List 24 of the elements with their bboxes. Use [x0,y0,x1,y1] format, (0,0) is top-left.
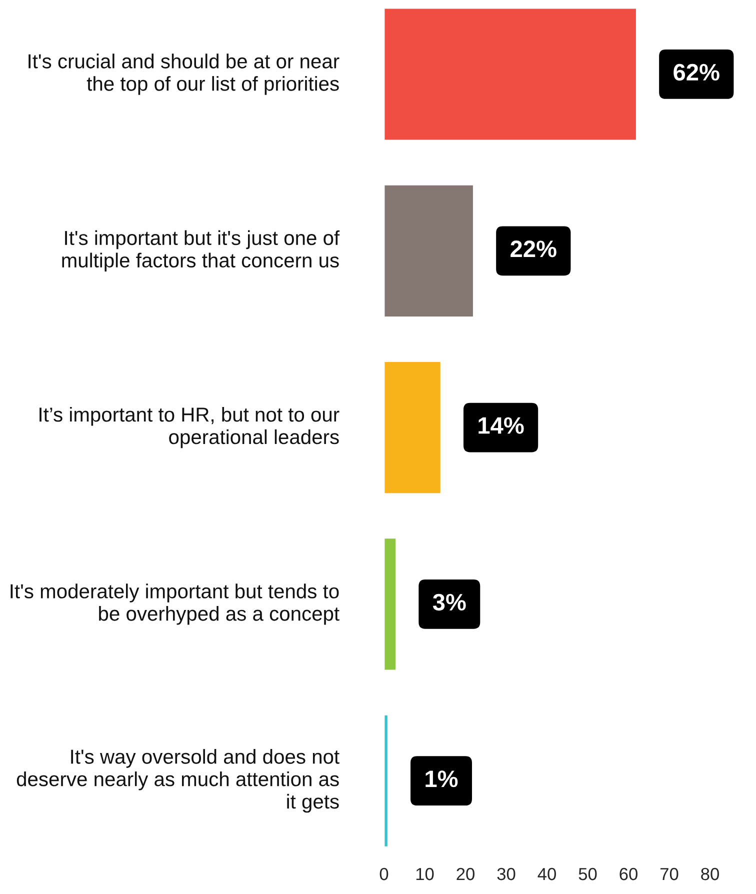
y-tick-label: It's important but it's just one of multiple factors that concern us [62,230,340,272]
x-tick-label: 40 [538,868,556,880]
data-label: 22% [510,240,556,258]
x-tick-label: 80 [701,868,719,880]
x-tick-label: 30 [497,868,516,880]
bar [384,184,474,318]
x-tick-label: 70 [660,868,678,880]
x-tick-label: 60 [620,868,638,880]
y-tick-label: It's moderately important but tends to be overhyped as a concept [10,584,340,625]
x-tick-label: 0 [380,868,388,880]
data-label: 3% [432,594,466,611]
y-tick-label: It’s important to HR, but not to our operational leaders [40,406,340,448]
x-tick-label: 10 [416,868,434,880]
y-tick-label: It's way oversold and does not deserve nearly as much attention as it gets [16,749,340,813]
x-tick-label: 50 [578,868,597,880]
y-tick-label: It's crucial and should be at or near the top of our list of priorities [28,54,340,95]
data-label: 14% [478,417,524,434]
bar [384,714,389,848]
bar [384,537,397,672]
data-label: 62% [674,64,720,81]
bar [384,360,442,494]
x-tick-label: 20 [456,868,474,880]
data-label: 1% [426,770,458,788]
bar [384,8,638,142]
